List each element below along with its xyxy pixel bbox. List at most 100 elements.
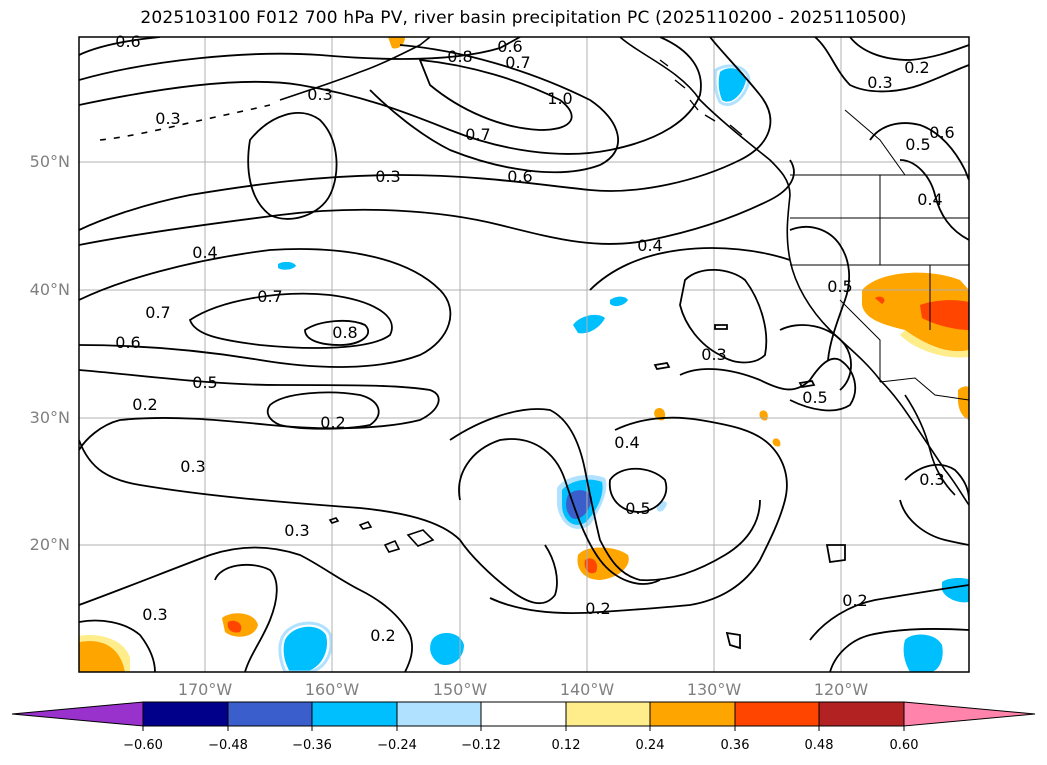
contour-label: 0.4 — [917, 190, 942, 209]
colorbar-bin — [480, 701, 567, 727]
state-borders — [790, 109, 969, 382]
contour-label: 0.7 — [145, 303, 170, 322]
contour-label: 0.4 — [614, 433, 639, 452]
contour-label: 0.6 — [115, 32, 140, 51]
contour-label: 0.3 — [180, 457, 205, 476]
political-borders — [790, 109, 969, 401]
precip-positive-edge — [900, 330, 969, 358]
colorbar-bin — [142, 701, 229, 727]
colorbar-tick-label: 0.12 — [551, 738, 581, 753]
contour-label: 0.3 — [375, 167, 400, 186]
contour-label: 0.4 — [192, 243, 217, 262]
contour-label: 0.5 — [625, 499, 650, 518]
contour-label: 0.3 — [284, 521, 309, 540]
contour-label: 0.3 — [307, 85, 332, 104]
lon-label: 150°W — [432, 680, 488, 699]
precip-negative-region — [942, 578, 969, 603]
contour-label: 0.2 — [585, 599, 610, 618]
contour-label: 0.7 — [465, 125, 490, 144]
contour-label: 0.7 — [505, 53, 530, 72]
colorbar — [11, 701, 1036, 731]
precip-negative-region — [903, 634, 943, 672]
colorbar-ticks — [142, 726, 905, 731]
us-mexico-border — [879, 377, 969, 401]
colorbar-arrow-high — [903, 701, 1036, 727]
contour-label: 0.2 — [904, 58, 929, 77]
lon-label: 130°W — [686, 680, 742, 699]
precip-shading — [79, 37, 969, 672]
contour-label: 0.3 — [919, 470, 944, 489]
contour-label: 0.6 — [929, 123, 954, 142]
precip-positive-edge — [79, 634, 130, 672]
precip-negative-region — [283, 626, 328, 672]
colorbar-bin — [649, 701, 736, 727]
map-title: 2025103100 F012 700 hPa PV, river basin … — [140, 8, 907, 28]
contour-label: 0.3 — [867, 73, 892, 92]
map-frame — [78, 36, 970, 673]
precip-negative-region — [573, 314, 605, 334]
baja-coast — [904, 394, 956, 496]
graticule — [79, 37, 969, 672]
precip-negative-region — [278, 261, 296, 270]
lon-label: 160°W — [304, 680, 360, 699]
precip-positive-region — [862, 272, 969, 352]
precip-negative-core — [566, 490, 592, 519]
contour-label: 0.3 — [142, 605, 167, 624]
contour-label: 0.5 — [827, 277, 852, 296]
north-america-coast — [619, 37, 969, 506]
pv-contours — [79, 37, 969, 672]
precip-positive-core-small — [875, 296, 885, 304]
contour-label: 1.0 — [547, 89, 572, 108]
colorbar-bin — [396, 701, 482, 727]
colorbar-tick-label: −0.12 — [461, 738, 501, 753]
lat-label: 50°N — [29, 152, 70, 171]
precip-positive-region — [772, 438, 781, 447]
precip-positive-region — [958, 386, 969, 420]
colorbar-bin — [565, 701, 651, 727]
contour-label: 0.2 — [132, 395, 157, 414]
contour-label: 0.3 — [155, 109, 180, 128]
alaska-peninsula — [279, 37, 431, 101]
lat-label: 40°N — [29, 280, 70, 299]
contour-label: 0.6 — [507, 167, 532, 186]
contour-label: 0.6 — [115, 333, 140, 352]
contour-label: 0.5 — [905, 135, 930, 154]
precip-negative-edge — [278, 621, 333, 672]
lon-label: 120°W — [813, 680, 869, 699]
contour-label: 0.5 — [802, 388, 827, 407]
colorbar-tick-label: −0.48 — [208, 738, 248, 753]
hawaii-islands — [328, 517, 435, 553]
contour-label: 0.8 — [332, 323, 357, 342]
contour-label: 0.8 — [447, 47, 472, 66]
precip-negative-region — [610, 296, 628, 307]
contour-label: 0.2 — [370, 626, 395, 645]
colorbar-arrow-low — [11, 701, 144, 727]
lat-label: 30°N — [29, 408, 70, 427]
colorbar-tick-label: −0.24 — [377, 738, 417, 753]
contour-label: 0.7 — [257, 287, 282, 306]
precip-negative-region — [430, 633, 464, 666]
precip-positive-core — [227, 620, 242, 633]
colorbar-tick-label: −0.36 — [292, 738, 332, 753]
precip-positive-core — [920, 300, 969, 330]
contour-label: 0.3 — [701, 345, 726, 364]
lon-label: 170°W — [177, 680, 233, 699]
map-background — [79, 37, 969, 672]
contour-labels: 0.6 0.8 0.6 0.7 0.3 0.3 1.0 0.7 0.6 0.3 … — [115, 32, 954, 645]
lon-label: 140°W — [559, 680, 615, 699]
coastlines — [99, 37, 969, 553]
colorbar-bin — [734, 701, 820, 727]
colorbar-tick-label: 0.60 — [889, 738, 919, 753]
contour-label: 0.6 — [497, 37, 522, 56]
precip-negative-region — [718, 68, 746, 102]
contour-label: 0.4 — [637, 236, 662, 255]
colorbar-tick-label: 0.36 — [720, 738, 750, 753]
colorbar-bin — [311, 701, 398, 727]
contour-label: 0.2 — [320, 413, 345, 432]
colorbar-bin — [818, 701, 905, 727]
colorbar-tick-label: −0.60 — [123, 738, 163, 753]
lat-label: 20°N — [29, 535, 70, 554]
colorbar-bin — [227, 701, 313, 727]
colorbar-tick-label: 0.24 — [635, 738, 665, 753]
